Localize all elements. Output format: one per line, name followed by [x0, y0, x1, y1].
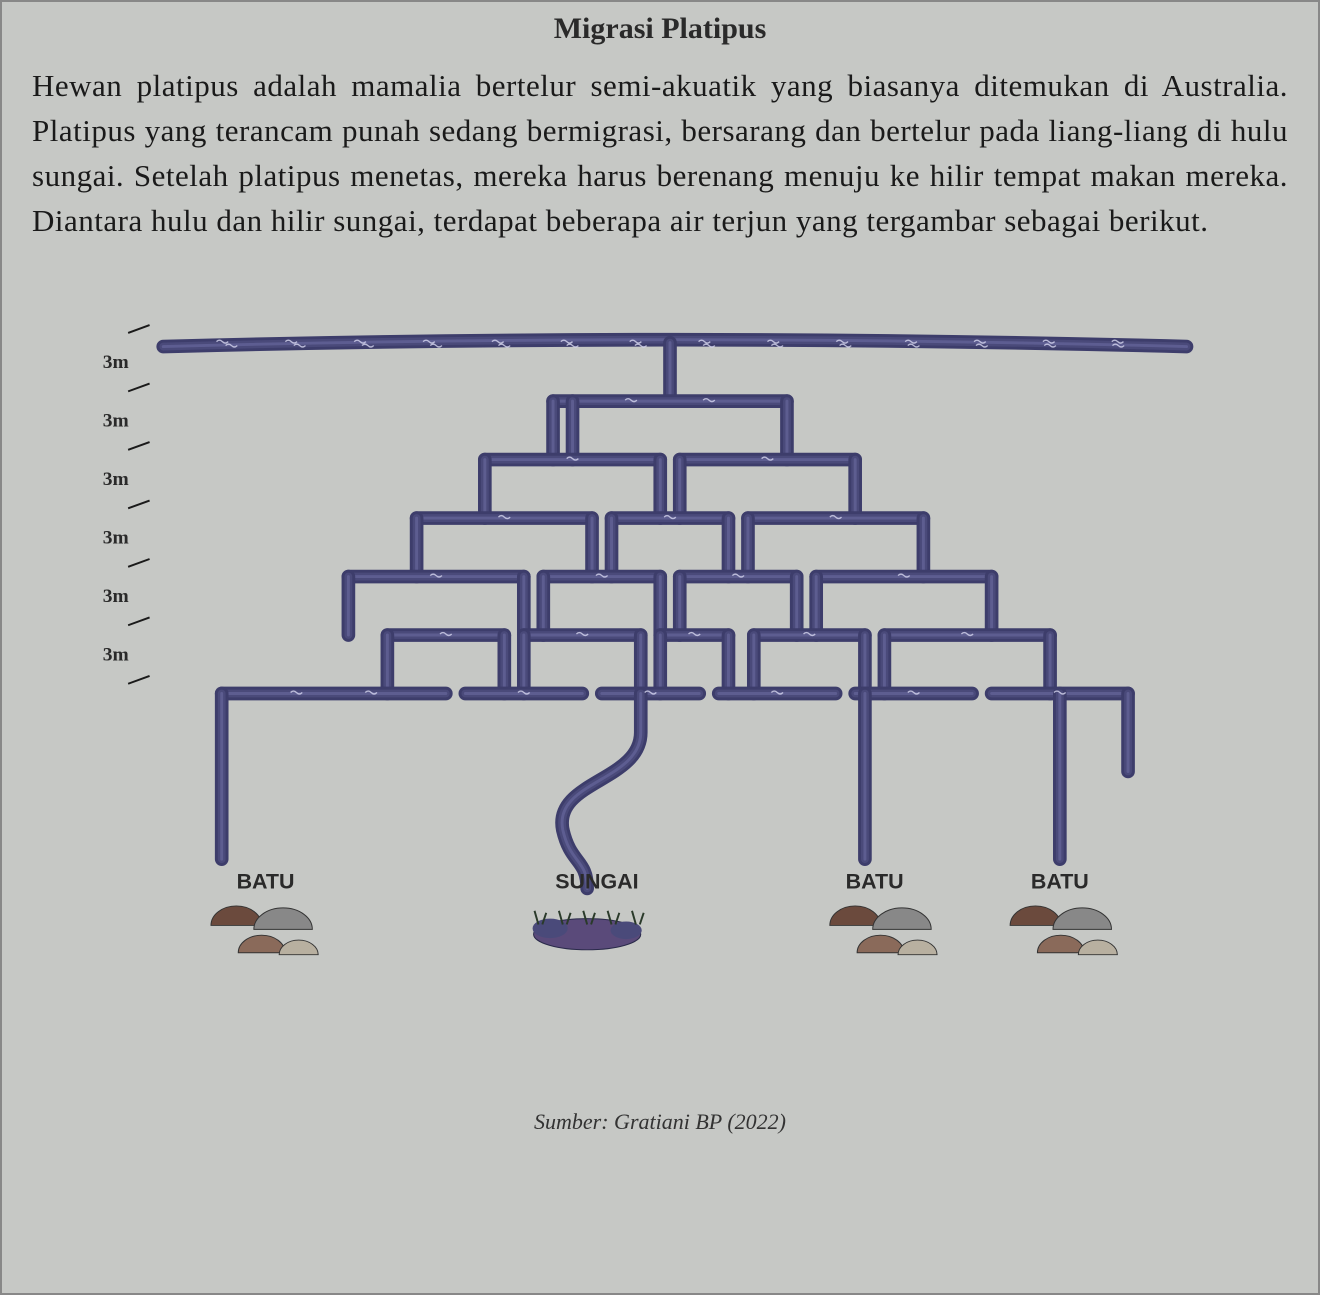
svg-text:3m: 3m [103, 586, 129, 607]
svg-text:BATU: BATU [237, 869, 295, 893]
svg-text:3m: 3m [103, 352, 129, 373]
svg-text:3m: 3m [103, 644, 129, 665]
diagram-container: 3m 3m 3m 3m 3m 3m BATU SUNGAI BATU BATU [32, 264, 1288, 1084]
svg-text:BATU: BATU [846, 869, 904, 893]
body-paragraph: Hewan platipus adalah mamalia bertelur s… [32, 64, 1288, 244]
svg-text:3m: 3m [103, 410, 129, 431]
svg-text:SUNGAI: SUNGAI [555, 869, 638, 893]
svg-text:BATU: BATU [1031, 869, 1089, 893]
svg-text:3m: 3m [103, 469, 129, 490]
page-title: Migrasi Platipus [32, 12, 1288, 46]
waterfall-diagram: 3m 3m 3m 3m 3m 3m BATU SUNGAI BATU BATU [95, 264, 1245, 1084]
svg-text:3m: 3m [103, 527, 129, 548]
source-citation: Sumber: Gratiani BP (2022) [32, 1109, 1288, 1135]
page-container: Migrasi Platipus Hewan platipus adalah m… [0, 0, 1320, 1295]
